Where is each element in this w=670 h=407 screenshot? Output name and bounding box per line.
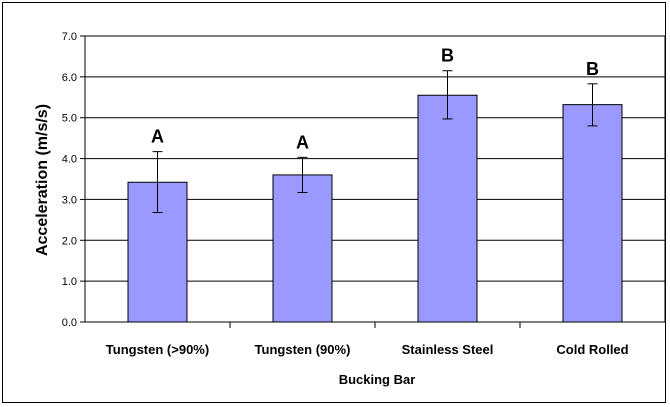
chart-frame	[2, 2, 666, 403]
bar-1	[272, 174, 333, 323]
group-letter-3: B	[586, 59, 599, 79]
x-tick-label: Tungsten (90%)	[255, 342, 351, 357]
y-tick-label: 7.0	[62, 31, 77, 43]
y-tick-label: 2.0	[62, 235, 77, 247]
y-tick-label: 3.0	[62, 194, 77, 206]
bar-2	[417, 94, 478, 323]
x-tick-label: Stainless Steel	[402, 342, 494, 357]
y-tick-label: 5.0	[62, 113, 77, 125]
y-tick-label: 4.0	[62, 154, 77, 166]
bar-3	[562, 104, 623, 323]
x-axis-title: Bucking Bar	[339, 372, 416, 387]
axes	[80, 35, 666, 328]
labels: 0.0 1.0 2.0 3.0 4.0 5.0 6.0 7.0 A Tungsten (>90%)…	[62, 31, 629, 357]
x-tick-label: Tungsten (>90%)	[106, 342, 209, 357]
y-tick-label: 1.0	[62, 276, 77, 288]
group-letter-1: A	[296, 132, 309, 152]
x-tick-label: Cold Rolled	[556, 342, 628, 357]
y-tick-label: 6.0	[62, 72, 77, 84]
bars	[127, 70, 623, 323]
group-letter-0: A	[151, 127, 164, 147]
y-tick-label: 0.0	[62, 317, 77, 329]
group-letter-2: B	[441, 46, 454, 66]
y-axis-title: Acceleration (m/s/s)	[34, 104, 51, 256]
